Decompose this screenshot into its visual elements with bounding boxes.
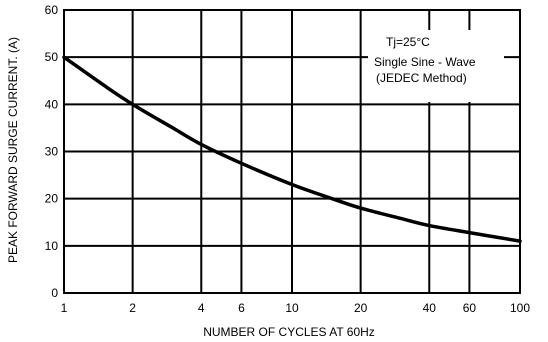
x-tick-label: 10 xyxy=(285,301,299,315)
grid xyxy=(63,9,521,294)
x-axis-title: NUMBER OF CYCLES AT 60Hz xyxy=(203,325,375,339)
annotation-box xyxy=(368,30,504,102)
data-point xyxy=(131,103,134,106)
data-point xyxy=(171,126,174,130)
data-point xyxy=(102,84,106,87)
y-tick-label: 30 xyxy=(45,145,59,159)
data-point xyxy=(518,239,522,243)
y-tick-label: 20 xyxy=(45,192,59,206)
x-tick-label: 2 xyxy=(129,301,136,315)
y-tick-label: 50 xyxy=(45,50,59,64)
y-tick-labels: 0 10 20 30 40 50 60 xyxy=(45,3,59,300)
y-tick-label: 10 xyxy=(45,239,59,253)
annotation-tj: Tj=25°C xyxy=(386,35,430,49)
data-point xyxy=(399,217,402,220)
y-tick-label: 0 xyxy=(51,286,58,300)
data-points xyxy=(62,55,522,243)
y-tick-label: 40 xyxy=(45,97,59,111)
x-tick-labels: 1 2 4 6 10 20 40 60 100 xyxy=(61,301,531,315)
data-point xyxy=(428,224,431,227)
data-point xyxy=(330,197,334,200)
x-tick-label: 6 xyxy=(238,301,245,315)
data-point xyxy=(62,55,66,59)
data-point xyxy=(200,143,203,146)
x-tick-label: 100 xyxy=(510,301,530,315)
y-axis-title: PEAK FORWARD SURGE CURRENT. (A) xyxy=(6,37,20,263)
data-point xyxy=(468,231,471,234)
data-point xyxy=(240,162,243,165)
annotation-waveform: Single Sine - Wave xyxy=(374,55,476,69)
annotation-method: (JEDEC Method) xyxy=(376,71,467,85)
data-point xyxy=(359,206,362,210)
x-tick-label: 20 xyxy=(354,301,368,315)
plot-frame xyxy=(63,9,521,294)
data-point xyxy=(290,183,294,186)
x-tick-label: 60 xyxy=(463,301,477,315)
y-tick-label: 60 xyxy=(45,3,59,17)
x-tick-label: 4 xyxy=(198,301,205,315)
x-tick-label: 1 xyxy=(61,301,68,315)
x-tick-label: 40 xyxy=(423,301,437,315)
